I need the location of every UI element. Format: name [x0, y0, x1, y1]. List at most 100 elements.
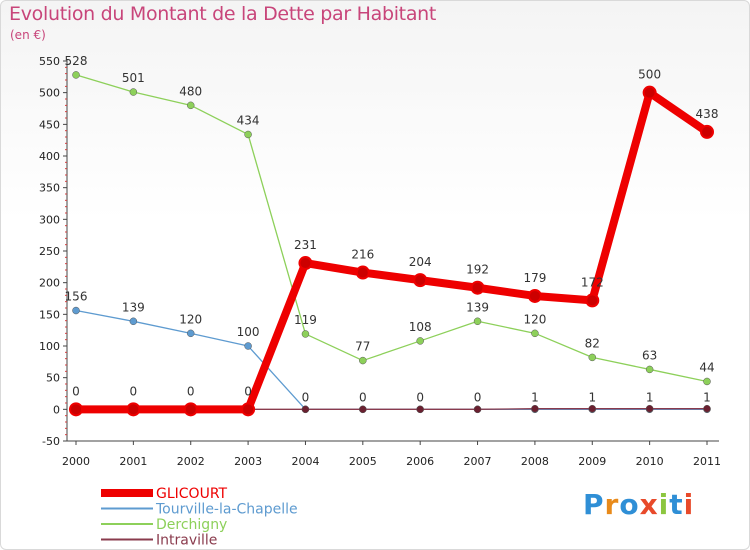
data-label-zero-glicourt-2008: 1	[531, 390, 539, 404]
x-tick-label-2007: 2007	[464, 455, 492, 468]
point-derchigny-2003	[244, 130, 252, 139]
data-label-glicourt-2007: 192	[466, 263, 489, 277]
data-label-derchigny-2007: 139	[466, 300, 489, 314]
legend-label-glicourt: GLICOURT	[156, 486, 228, 502]
x-tick-label-2003: 2003	[234, 455, 262, 468]
point-intraville-2005	[359, 405, 367, 414]
point-derchigny-2011	[703, 377, 711, 386]
proxiti-logo: Proxiti	[583, 488, 694, 521]
legend-label-tourville-la-chapelle: Tourville-la-Chapelle	[155, 502, 298, 518]
data-label-tourville-la-chapelle-2000: 156	[65, 290, 88, 304]
point-derchigny-2000	[72, 71, 80, 79]
x-tick-label-2002: 2002	[177, 455, 205, 468]
data-label-glicourt-2003: 0	[244, 384, 252, 398]
x-tick-label-2005: 2005	[349, 455, 377, 468]
data-label-glicourt-2000: 0	[72, 384, 80, 398]
data-label-derchigny-2008: 120	[523, 312, 546, 326]
point-derchigny-2004	[301, 330, 310, 338]
logo-letter: i	[683, 488, 695, 521]
y-tick-label-0: 0	[53, 403, 60, 416]
data-label-glicourt-2008: 179	[523, 271, 546, 285]
data-label-zero-glicourt-2011: 1	[703, 390, 711, 404]
data-label-zero-glicourt-2005: 0	[359, 390, 367, 404]
point-intraville-2010	[645, 404, 654, 413]
point-intraville-2009	[588, 404, 597, 413]
data-label-zero-glicourt-2006: 0	[416, 390, 424, 404]
point-glicourt-2004	[298, 256, 313, 271]
chart-subtitle: (en €)	[10, 28, 46, 42]
legend-label-derchigny: Derchigny	[156, 517, 227, 533]
series-line-derchigny	[75, 74, 708, 383]
point-intraville-2004	[301, 405, 310, 414]
data-label-zero-glicourt-2009: 1	[588, 390, 596, 404]
point-glicourt-2009	[585, 293, 600, 308]
point-glicourt-2002	[183, 402, 198, 417]
y-tick-label-500: 500	[39, 87, 60, 100]
x-tick-label-2001: 2001	[119, 455, 147, 468]
data-label-glicourt-2006: 204	[409, 255, 432, 269]
point-derchigny-2002	[186, 101, 195, 110]
y-tick-label-100: 100	[39, 340, 60, 353]
data-label-glicourt-2005: 216	[351, 248, 374, 262]
point-glicourt-2005	[355, 265, 370, 280]
logo-letter: x	[639, 488, 659, 521]
y-tick-label-550: 550	[39, 55, 60, 68]
data-label-derchigny-2011: 44	[699, 360, 714, 374]
point-intraville-2007	[473, 405, 482, 414]
data-label-derchigny-2010: 63	[642, 348, 657, 362]
data-label-glicourt-2002: 0	[187, 384, 195, 398]
series-line-tourville-la-chapelle	[75, 309, 708, 410]
logo-letter: P	[583, 488, 605, 521]
point-tourville-la-chapelle-2003	[244, 342, 252, 350]
x-tick-label-2004: 2004	[291, 455, 319, 468]
data-label-derchigny-2005: 77	[355, 340, 370, 354]
x-tick-label-2011: 2011	[693, 455, 721, 468]
data-label-derchigny-2009: 82	[585, 336, 600, 350]
point-intraville-2011	[703, 404, 711, 413]
point-glicourt-2011	[700, 124, 714, 139]
point-derchigny-2006	[416, 337, 424, 345]
point-derchigny-2008	[531, 329, 539, 338]
y-tick-label-450: 450	[39, 118, 60, 131]
data-label-derchigny-2001: 501	[122, 71, 145, 85]
point-derchigny-2001	[129, 88, 138, 96]
logo-letter: i	[658, 488, 670, 521]
point-derchigny-2010	[645, 365, 654, 374]
y-tick-label-200: 200	[39, 277, 60, 290]
point-glicourt-2007	[470, 280, 485, 295]
logo-letter: o	[619, 488, 640, 521]
y-tick-label--50: -50	[42, 435, 60, 448]
logo-letter: t	[669, 488, 684, 521]
y-tick-label-250: 250	[39, 245, 60, 258]
data-label-glicourt-2001: 0	[130, 384, 138, 398]
y-tick-label-300: 300	[39, 213, 60, 226]
point-glicourt-2003	[241, 402, 256, 417]
data-label-tourville-la-chapelle-2002: 120	[179, 312, 202, 326]
data-label-derchigny-2000: 528	[65, 54, 88, 68]
data-label-zero-glicourt-2010: 1	[646, 390, 654, 404]
point-intraville-2008	[531, 404, 539, 413]
x-tick-label-2009: 2009	[578, 455, 606, 468]
y-tick-label-400: 400	[39, 150, 60, 163]
data-label-derchigny-2003: 434	[237, 113, 260, 127]
data-label-zero-glicourt-2004: 0	[302, 390, 310, 404]
series-line-glicourt	[72, 88, 711, 414]
data-label-derchigny-2006: 108	[409, 320, 432, 334]
data-label-glicourt-2011: 438	[696, 107, 719, 121]
point-glicourt-2008	[527, 288, 542, 303]
point-glicourt-2006	[413, 273, 428, 288]
x-tick-label-2006: 2006	[406, 455, 434, 468]
y-tick-label-350: 350	[39, 182, 60, 195]
data-label-glicourt-2004: 231	[294, 238, 317, 252]
logo-letter: r	[604, 488, 620, 521]
y-tick-label-150: 150	[39, 308, 60, 321]
point-glicourt-2000	[69, 402, 83, 417]
point-glicourt-2001	[126, 402, 141, 417]
data-label-derchigny-2002: 480	[179, 84, 202, 98]
x-tick-label-2008: 2008	[521, 455, 549, 468]
x-tick-label-2000: 2000	[62, 455, 90, 468]
point-tourville-la-chapelle-2002	[186, 329, 195, 338]
chart-title: Evolution du Montant de la Dette par Hab…	[9, 3, 437, 25]
